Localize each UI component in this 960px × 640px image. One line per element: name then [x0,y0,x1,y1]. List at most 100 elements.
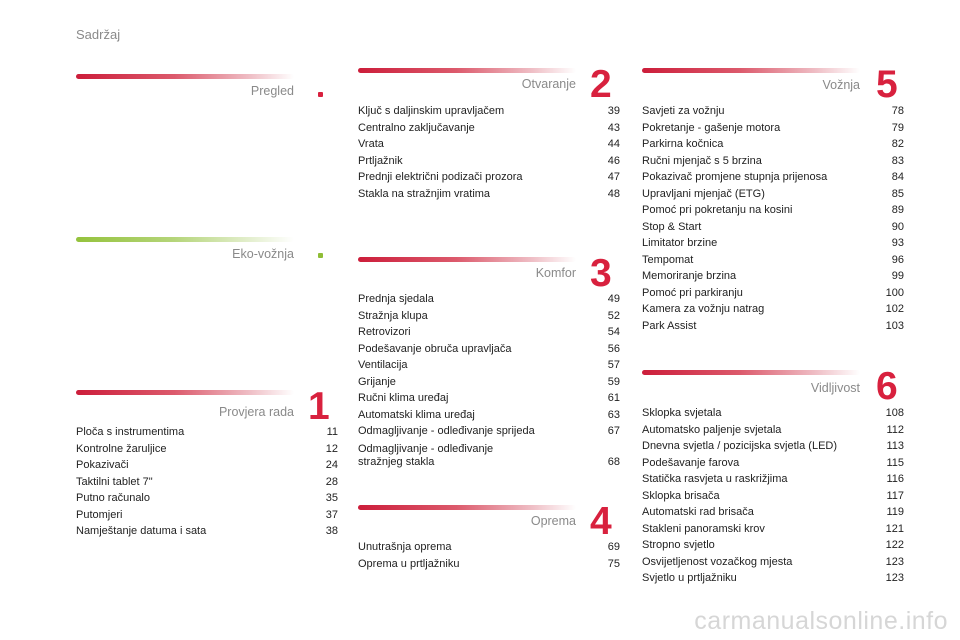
toc-item[interactable]: Ključ s daljinskim upravljačem 39 [358,103,620,120]
toc-item[interactable]: Parkirna kočnica 82 [642,136,904,153]
toc-item-page: 112 [886,423,904,436]
toc-item-label: Odmagljivanje - odleđivanje sprijeda [358,425,535,437]
toc-item[interactable]: Grijanje 59 [358,374,620,391]
section-bar [76,74,294,79]
toc-item[interactable]: Odmagljivanje - odleđivanje sprijeda 67 [358,423,620,440]
toc-item-page: 117 [886,489,904,502]
toc-list: Sklopka svjetala 108 Automatsko paljenje s… [642,405,904,587]
toc-item[interactable]: Prtljažnik 46 [358,153,620,170]
toc-item[interactable]: Tempomat 96 [642,252,904,269]
toc-item[interactable]: Svjetlo u prtljažniku 123 [642,570,904,587]
toc-item[interactable]: Sklopka svjetala 108 [642,405,904,422]
toc-item-label: Dnevna svjetla / pozicijska svjetla (LED… [642,440,838,452]
toc-item[interactable]: Taktilni tablet 7" 28 [76,474,338,491]
toc-item-label: Kamera za vožnju natrag [642,303,765,315]
toc-item[interactable]: Ventilacija 57 [358,357,620,374]
toc-item[interactable]: Retrovizori 54 [358,324,620,341]
toc-item[interactable]: Automatsko paljenje svjetala 112 [642,422,904,439]
section-number: 6 [876,365,898,408]
toc-item[interactable]: Kamera za vožnju natrag 102 [642,301,904,318]
section-title: Provjera rada [218,405,294,419]
toc-item-page: 84 [891,171,904,183]
toc-item[interactable]: Automatski rad brisača 119 [642,504,904,521]
toc-list: Ključ s daljinskim upravljačem 39 Centraln… [358,103,620,202]
toc-item-page: 47 [607,171,620,183]
toc-item[interactable]: Stražnja klupa 52 [358,308,620,325]
toc-item-label: Osvijetljenost vozačkog mjesta [642,555,793,568]
toc-item-page: 115 [886,456,904,469]
toc-item[interactable]: Stakla na stražnjim vratima 48 [358,186,620,203]
toc-item-label-line1: Odmagljivanje - odleđivanje [358,443,494,455]
toc-item-page: 113 [886,440,904,452]
toc-item[interactable]: Stropno svjetlo 122 [642,537,904,554]
toc-item-label: Prednja sjedala [358,293,434,305]
toc-item[interactable]: Limitator brzine 93 [642,235,904,252]
section-title: Eko-vožnja [232,247,294,261]
toc-item[interactable]: Vrata 44 [358,136,620,153]
toc-item-label: Odmagljivanje - odleđivanje stražnjeg sta… [358,443,594,469]
section-bar [358,505,576,510]
toc-item[interactable]: Sklopka brisača 117 [642,488,904,505]
toc-item-label: Kontrolne žaruljice [76,442,167,455]
toc-item[interactable]: Centralno zaključavanje 43 [358,120,620,137]
toc-item[interactable]: Pokazivači 24 [76,457,338,474]
toc-item-label: Limitator brzine [642,237,718,249]
section-title: Komfor [535,266,576,280]
toc-item[interactable]: Osvijetljenost vozačkog mjesta 123 [642,554,904,571]
toc-item[interactable]: Unutrašnja oprema 69 [358,539,620,556]
section-bar [76,390,294,395]
toc-item[interactable]: Podešavanje farova 115 [642,455,904,472]
toc-item[interactable]: Prednji električni podizači prozora 47 [358,169,620,186]
toc-list: Savjeti za vožnju 78 Pokretanje - gašenje … [642,103,904,334]
toc-item-page: 48 [607,187,620,200]
toc-item[interactable]: Stop & Start 90 [642,219,904,236]
toc-item-page: 46 [607,154,620,167]
toc-item[interactable]: Pokazivač promjene stupnja prijenosa 84 [642,169,904,186]
toc-item[interactable]: Stakleni panoramski krov 121 [642,521,904,538]
toc-item[interactable]: Pomoć pri parkiranju 100 [642,285,904,302]
toc-item-page: 52 [607,309,620,322]
toc-item-label: Putomjeri [76,508,123,521]
toc-list-tail: Odmagljivanje - odleđivanje stražnjeg sta… [358,440,620,469]
toc-item-label: Stop & Start [642,220,702,233]
toc-item[interactable]: Ručni mjenjač s 5 brzina 83 [642,153,904,170]
toc-item-label: Pomoć pri parkiranju [642,286,743,299]
toc-item-page: 75 [607,557,620,570]
toc-item[interactable]: Park Assist 103 [642,318,904,335]
toc-item-page: 93 [891,237,904,249]
toc-item[interactable]: Kontrolne žaruljice 12 [76,441,338,458]
toc-item-label: Memoriranje brzina [642,270,737,282]
section-title: Pregled [250,84,294,98]
toc-item-page: 89 [891,204,904,216]
toc-item[interactable]: Putno računalo 35 [76,490,338,507]
toc-item[interactable]: Pokretanje - gašenje motora 79 [642,120,904,137]
toc-item[interactable]: Upravljani mjenjač (ETG) 85 [642,186,904,203]
section-marker-dot [318,92,323,97]
toc-item[interactable]: Automatski klima uređaj 63 [358,407,620,424]
toc-item[interactable]: Putomjeri 37 [76,507,338,524]
section-bar [642,370,860,375]
toc-item-label: Vrata [358,138,384,150]
toc-item-label: Ventilacija [358,359,408,371]
toc-item-page: 122 [885,539,904,551]
toc-item-label: Stakla na stražnjim vratima [358,187,491,200]
toc-item[interactable]: Oprema u prtljažniku 75 [358,556,620,573]
toc-item[interactable]: Ploča s instrumentima 11 [76,424,338,441]
toc-item[interactable]: Dnevna svjetla / pozicijska svjetla (LED… [642,438,904,455]
toc-item[interactable]: Odmagljivanje - odleđivanje stražnjeg sta… [358,443,620,469]
toc-item[interactable]: Namještanje datuma i sata 38 [76,523,338,540]
toc-item-page: 43 [607,121,620,134]
toc-item[interactable]: Savjeti za vožnju 78 [642,103,904,120]
toc-item[interactable]: Pomoć pri pokretanju na kosini 89 [642,202,904,219]
toc-item[interactable]: Prednja sjedala 49 [358,291,620,308]
toc-item-label: Svjetlo u prtljažniku [642,572,737,584]
toc-item-page: 57 [607,359,620,371]
toc-item-page: 79 [891,121,904,134]
toc-item-page: 85 [891,187,904,200]
toc-item[interactable]: Ručni klima uređaj 61 [358,390,620,407]
toc-item[interactable]: Memoriranje brzina 99 [642,268,904,285]
toc-item[interactable]: Podešavanje obruča upravljača 56 [358,341,620,358]
toc-item[interactable]: Statička rasvjeta u raskrižjima 116 [642,471,904,488]
toc-item-page: 11 [326,426,338,438]
toc-item-label: Ploča s instrumentima [76,426,185,438]
